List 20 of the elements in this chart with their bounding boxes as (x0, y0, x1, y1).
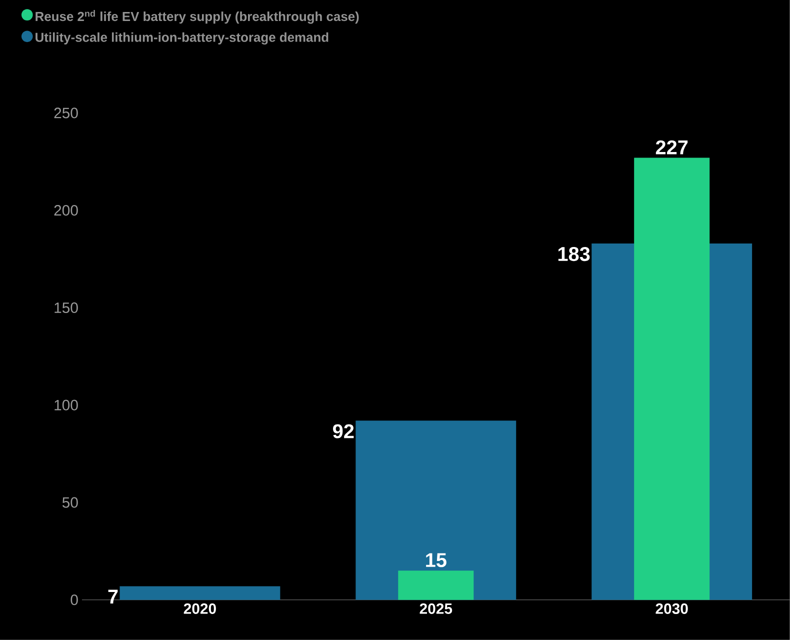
y-tick-label: 150 (54, 302, 78, 314)
y-tick-label: 200 (54, 205, 78, 216)
legend-label: Utility-scale lithium-ion-battery-storage demand (36, 32, 328, 45)
data-label: 183 (558, 247, 590, 262)
y-tick-label: 0 (70, 594, 78, 606)
bar (120, 586, 280, 600)
x-tick-label: 2030 (656, 603, 688, 614)
data-label: 7 (108, 590, 118, 604)
bar (634, 158, 710, 600)
bar (398, 570, 474, 600)
x-tick-label: 2020 (184, 603, 216, 614)
y-tick-label: 100 (54, 400, 78, 410)
data-label: 92 (333, 424, 354, 438)
x-tick-label: 2025 (420, 603, 452, 614)
data-label: 227 (656, 140, 688, 154)
bar (356, 420, 516, 600)
y-tick-label: 250 (54, 108, 78, 118)
data-label: 15 (426, 553, 446, 568)
y-tick-label: 50 (62, 497, 78, 508)
legend-label: Reuse 2$^{nd}$ life EV battery supply (breakthrough case) (36, 10, 359, 24)
